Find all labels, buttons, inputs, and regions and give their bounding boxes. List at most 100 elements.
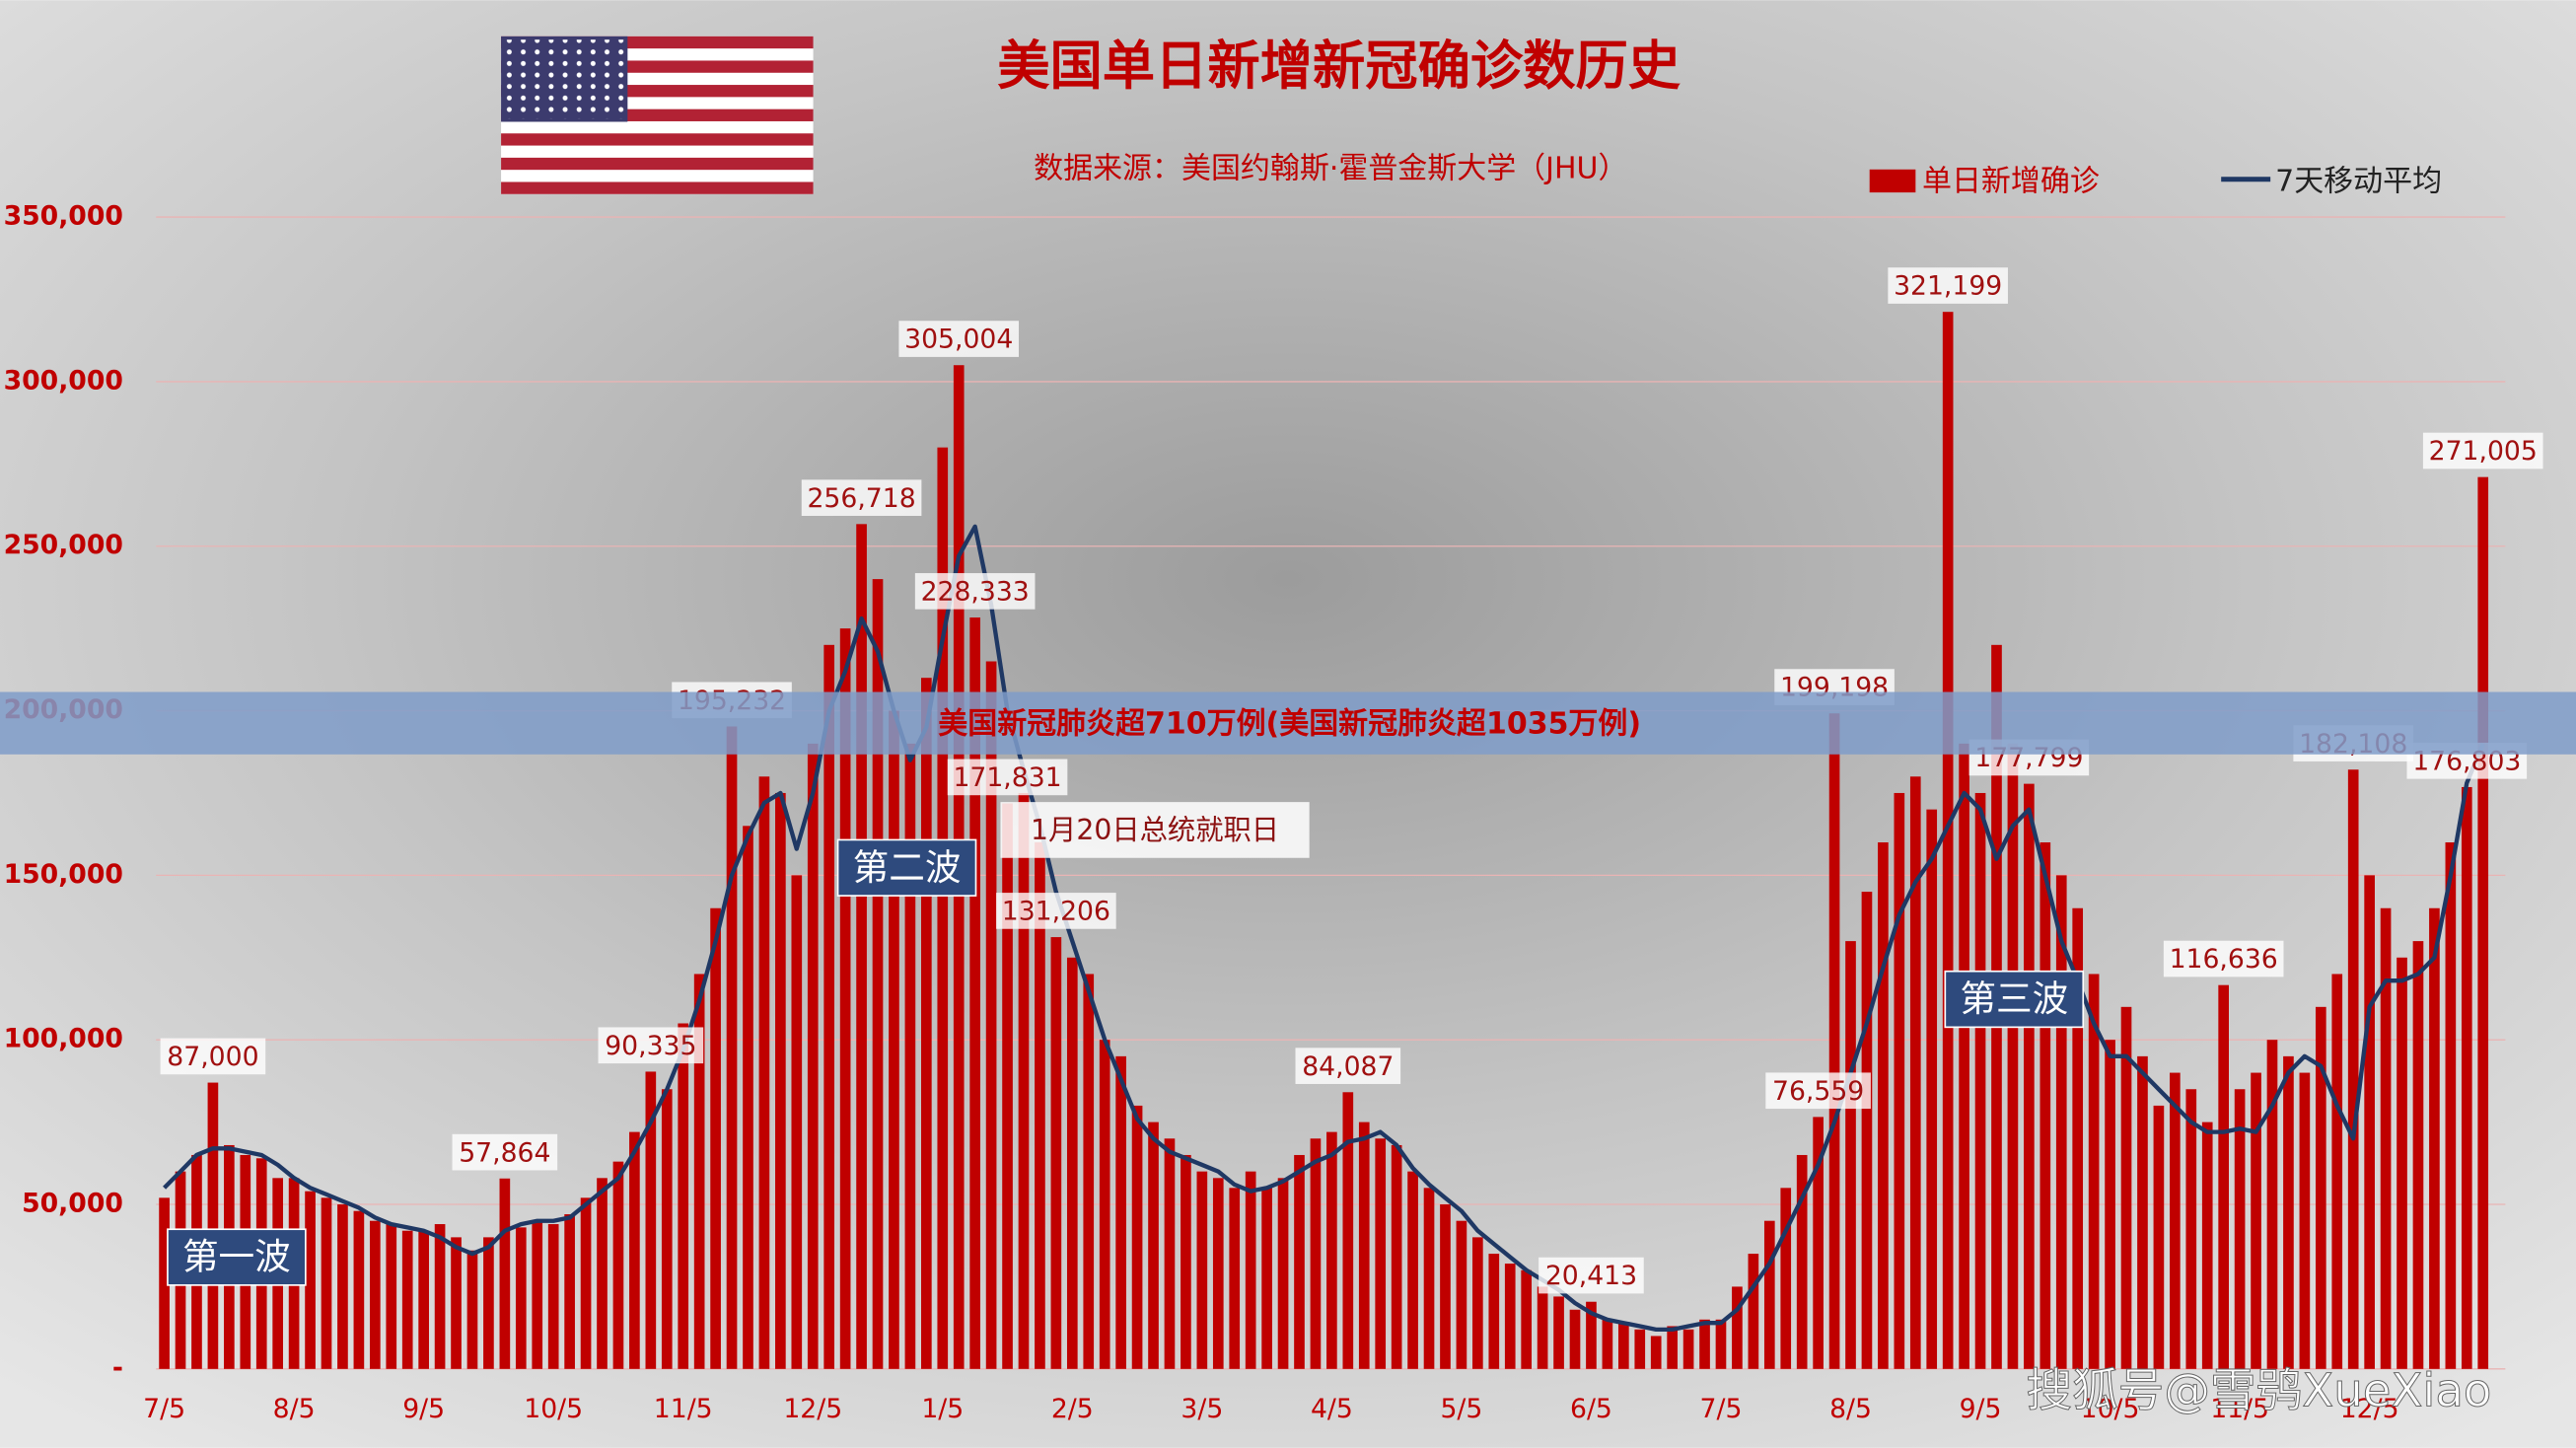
bar <box>969 617 980 1369</box>
annotation-box <box>1000 802 1310 858</box>
data-label-bg <box>598 1027 704 1064</box>
x-tick-label: 2/5 <box>1051 1394 1094 1424</box>
data-label-bg <box>996 893 1116 929</box>
bar <box>2234 1089 2246 1369</box>
y-tick-label: 150,000 <box>4 859 123 890</box>
bar <box>2039 842 2051 1369</box>
bar <box>1553 1296 1564 1369</box>
flag-stripe <box>501 133 814 146</box>
bar <box>1035 842 1045 1369</box>
bar <box>1732 1286 1743 1369</box>
bar <box>418 1230 429 1369</box>
bar <box>1650 1336 1662 1369</box>
bar <box>1456 1220 1467 1369</box>
bar <box>921 678 932 1369</box>
x-tick-label: 1/5 <box>921 1394 964 1424</box>
bar <box>2397 957 2407 1369</box>
annotation-box <box>167 1228 307 1286</box>
bar <box>2445 842 2457 1369</box>
x-tick-label: 7/5 <box>143 1394 185 1424</box>
bar <box>1845 941 1856 1369</box>
bar <box>547 1224 559 1369</box>
bar <box>2429 907 2440 1369</box>
data-label-bg <box>898 321 1020 357</box>
data-label-bg <box>1538 1257 1644 1294</box>
data-label-bg <box>801 479 922 516</box>
bar <box>937 447 949 1369</box>
bar <box>1050 937 1062 1369</box>
bar <box>434 1224 446 1369</box>
bar <box>1537 1286 1548 1369</box>
legend-label: 7天移动平均 <box>2275 165 2442 199</box>
bar <box>207 1082 219 1369</box>
bar <box>1909 776 1921 1369</box>
x-tick-label: 10/5 <box>524 1394 583 1424</box>
data-label: 57,864 <box>459 1137 550 1168</box>
annotation-box <box>1944 970 2085 1029</box>
bar <box>2266 1040 2278 1369</box>
data-label: 90,335 <box>605 1031 696 1061</box>
bar <box>321 1197 332 1369</box>
data-label: 76,559 <box>1772 1076 1864 1107</box>
bar <box>483 1237 494 1369</box>
x-tick-label: 4/5 <box>1311 1394 1353 1424</box>
flag <box>501 36 814 194</box>
bar <box>515 1227 527 1369</box>
bar <box>1261 1188 1272 1369</box>
data-label-bg <box>1888 267 2008 304</box>
bar <box>1699 1319 1710 1369</box>
bar <box>2201 1122 2213 1369</box>
bar <box>1894 792 1905 1369</box>
bar <box>1926 809 1938 1369</box>
bar <box>2120 1006 2132 1369</box>
bar <box>564 1214 575 1369</box>
bar <box>2105 1040 2115 1369</box>
bar <box>2347 769 2359 1369</box>
bar <box>872 579 884 1369</box>
bar <box>758 776 770 1369</box>
y-tick-label: 50,000 <box>22 1189 123 1219</box>
bar <box>904 743 916 1369</box>
x-tick-label: 10/5 <box>2081 1394 2140 1424</box>
bar <box>791 875 803 1369</box>
data-label: 305,004 <box>904 325 1013 355</box>
bar <box>743 826 753 1369</box>
bar <box>1586 1301 1597 1369</box>
bar <box>1342 1092 1354 1369</box>
bar <box>1083 974 1095 1369</box>
data-label-bg <box>1765 1072 1871 1110</box>
bar <box>1148 1122 1159 1369</box>
bar <box>1245 1171 1256 1369</box>
bar <box>386 1224 397 1369</box>
bar <box>1617 1323 1629 1369</box>
bar <box>1423 1188 1435 1369</box>
subtitle: 数据来源：美国约翰斯·霍普金斯大学（JHU） <box>1034 151 1627 185</box>
legend-label: 单日新增确诊 <box>1922 165 2100 199</box>
data-label: 271,005 <box>2429 436 2538 467</box>
legend-swatch <box>1869 169 1916 193</box>
bar <box>823 644 835 1369</box>
bar <box>337 1204 348 1369</box>
annotation: 1月20日总统就职日 <box>1031 814 1279 846</box>
chart-title: 美国单日新增新冠确诊数历史 <box>997 36 1682 97</box>
y-tick-label: 100,000 <box>4 1024 123 1054</box>
bar <box>1310 1138 1322 1369</box>
flag-stripe <box>501 181 814 194</box>
bar <box>353 1210 365 1369</box>
data-label-bg <box>160 1038 266 1075</box>
bar <box>856 524 867 1369</box>
moving-average-line <box>163 524 2485 1333</box>
bar <box>1212 1178 1224 1369</box>
bar <box>2251 1072 2261 1369</box>
bar <box>1861 892 1873 1369</box>
bar <box>1602 1319 1613 1369</box>
bar <box>1196 1171 1208 1369</box>
bar <box>985 661 997 1369</box>
bar <box>1634 1329 1646 1369</box>
annotation: 第二波 <box>853 846 962 889</box>
bar <box>678 1023 689 1369</box>
x-tick-label: 12/5 <box>783 1394 842 1424</box>
bar <box>2412 941 2424 1369</box>
bar <box>2331 974 2343 1369</box>
